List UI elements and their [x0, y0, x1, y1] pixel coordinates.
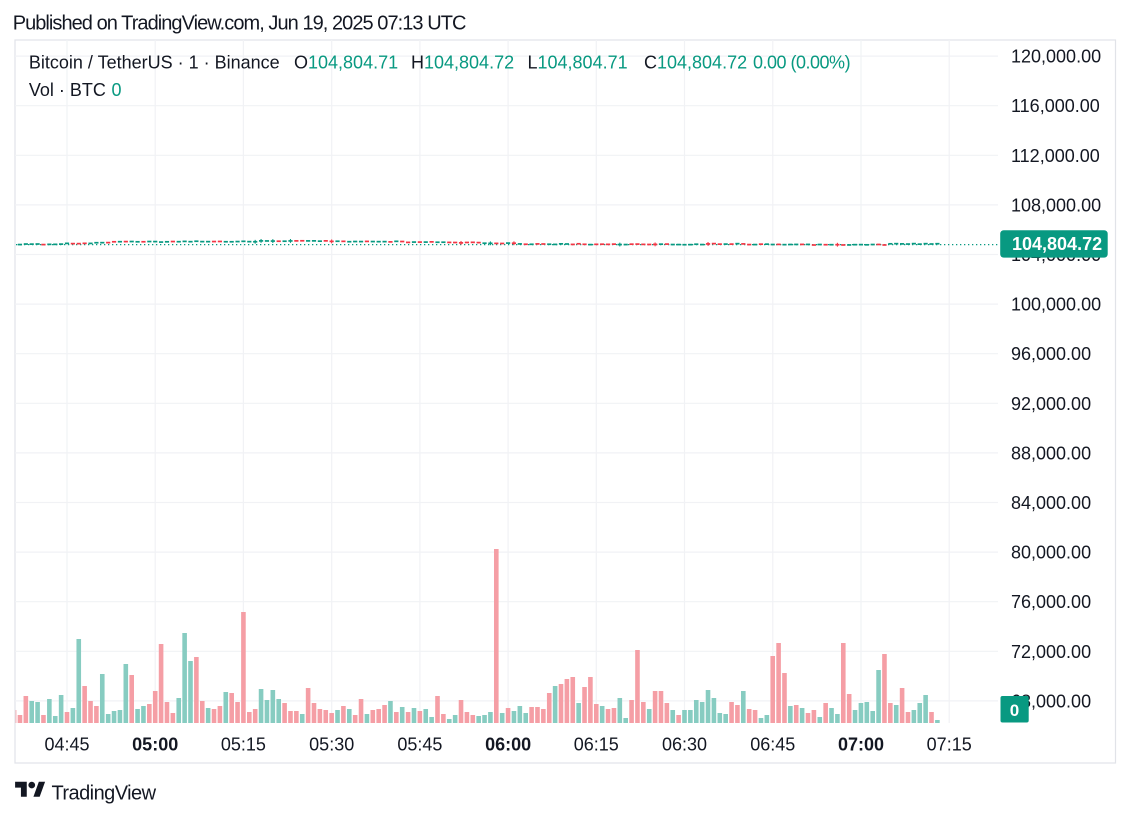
svg-text:120,000.00: 120,000.00 [1011, 47, 1101, 67]
svg-text:104,804.72: 104,804.72 [1012, 234, 1102, 254]
svg-text:TradingView: TradingView [52, 782, 157, 804]
svg-text:H104,804.72: H104,804.72 [411, 52, 514, 72]
svg-text:108,000.00: 108,000.00 [1011, 195, 1101, 215]
svg-text:Bitcoin / TetherUS · 1 · Binan: Bitcoin / TetherUS · 1 · Binance [29, 52, 280, 72]
svg-text:O104,804.71: O104,804.71 [294, 52, 398, 72]
svg-text:112,000.00: 112,000.00 [1011, 146, 1100, 166]
svg-text:72,000.00: 72,000.00 [1011, 642, 1091, 662]
svg-text:Vol · BTC: Vol · BTC [29, 80, 106, 100]
svg-text:116,000.00: 116,000.00 [1011, 96, 1100, 116]
svg-text:05:00: 05:00 [132, 735, 178, 755]
svg-text:0: 0 [112, 80, 122, 100]
svg-text:80,000.00: 80,000.00 [1011, 543, 1091, 563]
svg-text:06:45: 06:45 [750, 735, 795, 755]
svg-text:Published on TradingView.com,: Published on TradingView.com, Jun 19, 20… [13, 13, 466, 35]
svg-text:96,000.00: 96,000.00 [1011, 344, 1091, 364]
svg-text:68,000.00: 68,000.00 [1011, 691, 1091, 711]
svg-text:88,000.00: 88,000.00 [1011, 443, 1091, 463]
svg-text:06:00: 06:00 [485, 735, 531, 755]
svg-text:100,000.00: 100,000.00 [1011, 295, 1101, 315]
svg-text:06:30: 06:30 [662, 735, 707, 755]
svg-text:L104,804.71: L104,804.71 [528, 52, 628, 72]
svg-text:C104,804.72: C104,804.72 [644, 52, 747, 72]
svg-text:05:45: 05:45 [397, 735, 442, 755]
svg-text:84,000.00: 84,000.00 [1011, 493, 1091, 513]
svg-text:04:45: 04:45 [44, 735, 89, 755]
svg-text:05:30: 05:30 [309, 735, 354, 755]
svg-text:07:15: 07:15 [927, 735, 972, 755]
svg-text:07:00: 07:00 [838, 735, 884, 755]
svg-text:0.00 (0.00%): 0.00 (0.00%) [753, 52, 850, 72]
svg-text:92,000.00: 92,000.00 [1011, 394, 1091, 414]
svg-text:76,000.00: 76,000.00 [1011, 592, 1091, 612]
svg-text:05:15: 05:15 [221, 735, 266, 755]
svg-text:06:15: 06:15 [574, 735, 619, 755]
svg-text:0: 0 [1010, 701, 1019, 720]
